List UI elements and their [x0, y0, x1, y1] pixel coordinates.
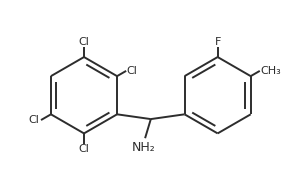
Text: Cl: Cl: [126, 66, 137, 76]
Text: CH₃: CH₃: [261, 66, 281, 76]
Text: Cl: Cl: [28, 115, 39, 125]
Text: Cl: Cl: [78, 37, 89, 47]
Text: NH₂: NH₂: [131, 141, 155, 154]
Text: F: F: [214, 37, 221, 47]
Text: Cl: Cl: [78, 144, 89, 154]
